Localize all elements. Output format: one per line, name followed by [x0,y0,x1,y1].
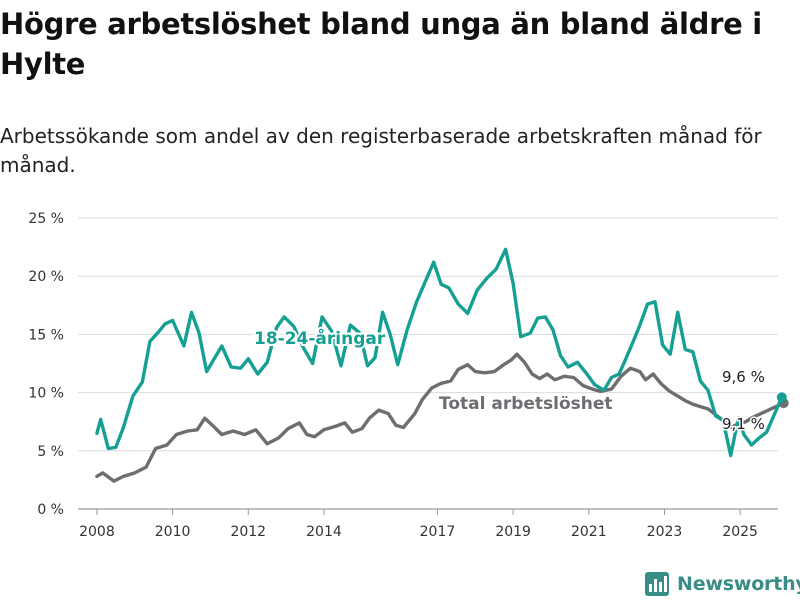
series-lines [95,247,789,483]
x-tick-label: 2021 [571,524,607,540]
y-tick-label: 25 % [28,211,64,227]
x-tick-label: 2014 [306,524,342,540]
x-tick-label: 2012 [230,524,266,540]
series-labels: 18-24-åringar Total arbetslöshet 9,6 % 9,1 … [252,325,766,435]
y-tick-label: 0 % [37,502,64,518]
youth-end-value-label: 9,6 % [722,368,765,386]
axes: 0 % 5 % 10 % 15 % 20 % 25 % 2008 2010 2012 2014 20… [28,211,758,540]
x-tick-label: 2025 [722,524,758,540]
brand-name: Newsworthy [677,573,800,595]
newsworthy-logo: Newsworthy [645,570,800,598]
bar-chart-logo-icon [645,572,669,596]
youth-end-point [776,392,787,403]
x-tick-label: 2023 [647,524,683,540]
y-tick-label: 15 % [28,327,64,343]
x-tick-label: 2008 [79,524,115,540]
youth-series-label: 18-24-åringar [254,327,386,349]
chart-title: Högre arbetslöshet bland unga än bland ä… [0,7,762,81]
x-tick-label: 2010 [155,524,191,540]
x-tick-label: 2017 [420,524,456,540]
youth-series-line [95,247,784,458]
total-end-value-label: 9,1 % [722,415,765,433]
grid-lines [78,217,778,510]
y-tick-label: 5 % [37,444,64,460]
y-tick-label: 10 % [28,386,64,402]
y-tick-label: 20 % [28,269,64,285]
x-tick-label: 2019 [495,524,531,540]
total-series-line [95,352,786,483]
total-series-label: Total arbetslöshet [439,394,613,414]
chart-subtitle: Arbetssökande som andel av den registerb… [0,124,762,177]
